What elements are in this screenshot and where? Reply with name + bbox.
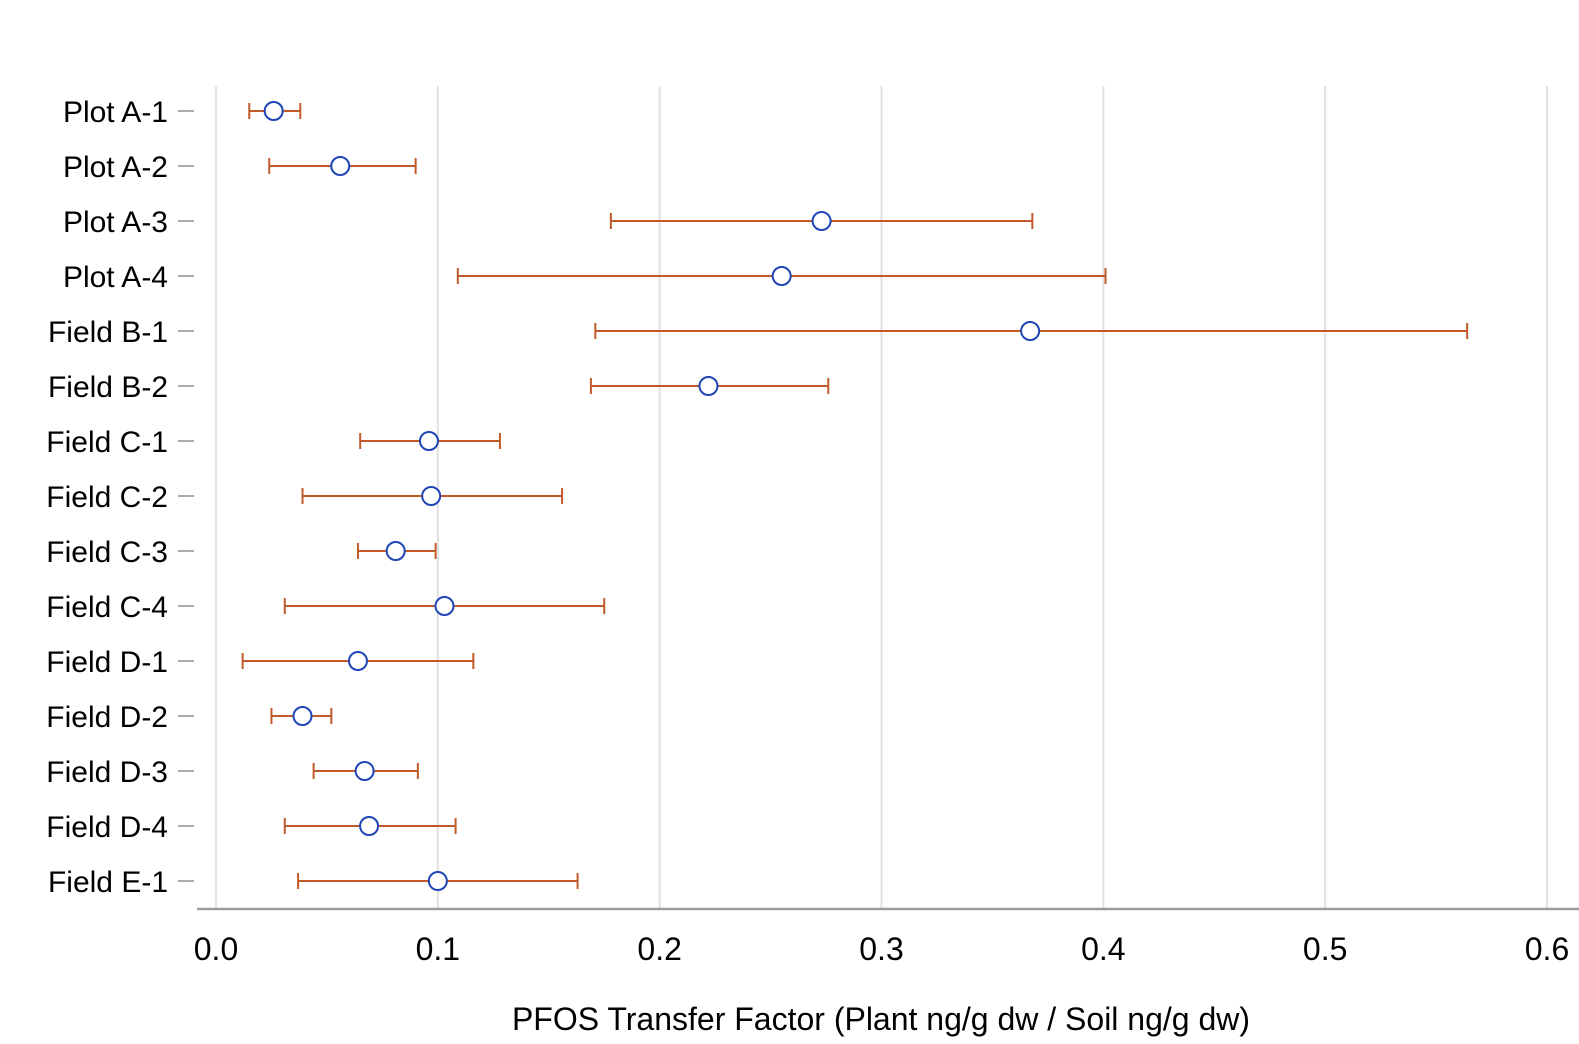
y-tick-label-2: Plot A-3 <box>63 206 168 239</box>
point-8 <box>385 541 406 561</box>
y-tick-label-11: Field D-2 <box>46 701 168 734</box>
x-axis-title: PFOS Transfer Factor (Plant ng/g dw / So… <box>512 1001 1250 1037</box>
x-tick-label-2: 0.2 <box>637 931 681 967</box>
y-tick-label-13: Field D-4 <box>46 811 168 844</box>
point-2 <box>811 211 832 231</box>
y-tick-label-14: Field E-1 <box>48 866 168 899</box>
grid-layer <box>215 86 1548 909</box>
y-tick-label-6: Field C-1 <box>46 426 168 459</box>
point-9 <box>434 596 455 616</box>
point-6 <box>418 431 439 451</box>
point-0 <box>263 101 284 121</box>
axis-layer <box>178 110 1579 911</box>
point-12 <box>354 761 375 781</box>
y-tick-label-3: Plot A-4 <box>63 261 168 294</box>
y-tick-label-5: Field B-2 <box>48 371 168 404</box>
point-11 <box>292 706 313 726</box>
y-tick-label-1: Plot A-2 <box>63 151 168 184</box>
point-7 <box>421 486 442 506</box>
x-tick-label-3: 0.3 <box>859 931 903 967</box>
point-3 <box>771 266 792 286</box>
y-tick-label-7: Field C-2 <box>46 481 168 514</box>
y-tick-label-10: Field D-1 <box>46 646 168 679</box>
points-layer <box>263 101 1041 891</box>
point-5 <box>698 376 719 396</box>
x-tick-label-6: 0.6 <box>1525 931 1569 967</box>
x-tick-label-4: 0.4 <box>1081 931 1125 967</box>
point-4 <box>1020 321 1041 341</box>
y-tick-label-8: Field C-3 <box>46 536 168 569</box>
point-1 <box>330 156 351 176</box>
y-tick-label-9: Field C-4 <box>46 591 168 624</box>
y-tick-label-4: Field B-1 <box>48 316 168 349</box>
point-13 <box>359 816 380 836</box>
labels-layer: 0.0 0.1 0.2 0.3 0.4 0.5 0.6 Plot A-1 Plot A-2 Plo… <box>46 96 1569 967</box>
point-14 <box>427 871 448 891</box>
y-tick-label-12: Field D-3 <box>46 756 168 789</box>
x-tick-label-0: 0.0 <box>194 931 238 967</box>
point-10 <box>347 651 368 671</box>
y-tick-label-0: Plot A-1 <box>63 96 168 129</box>
x-tick-label-1: 0.1 <box>416 931 460 967</box>
x-tick-label-5: 0.5 <box>1303 931 1347 967</box>
